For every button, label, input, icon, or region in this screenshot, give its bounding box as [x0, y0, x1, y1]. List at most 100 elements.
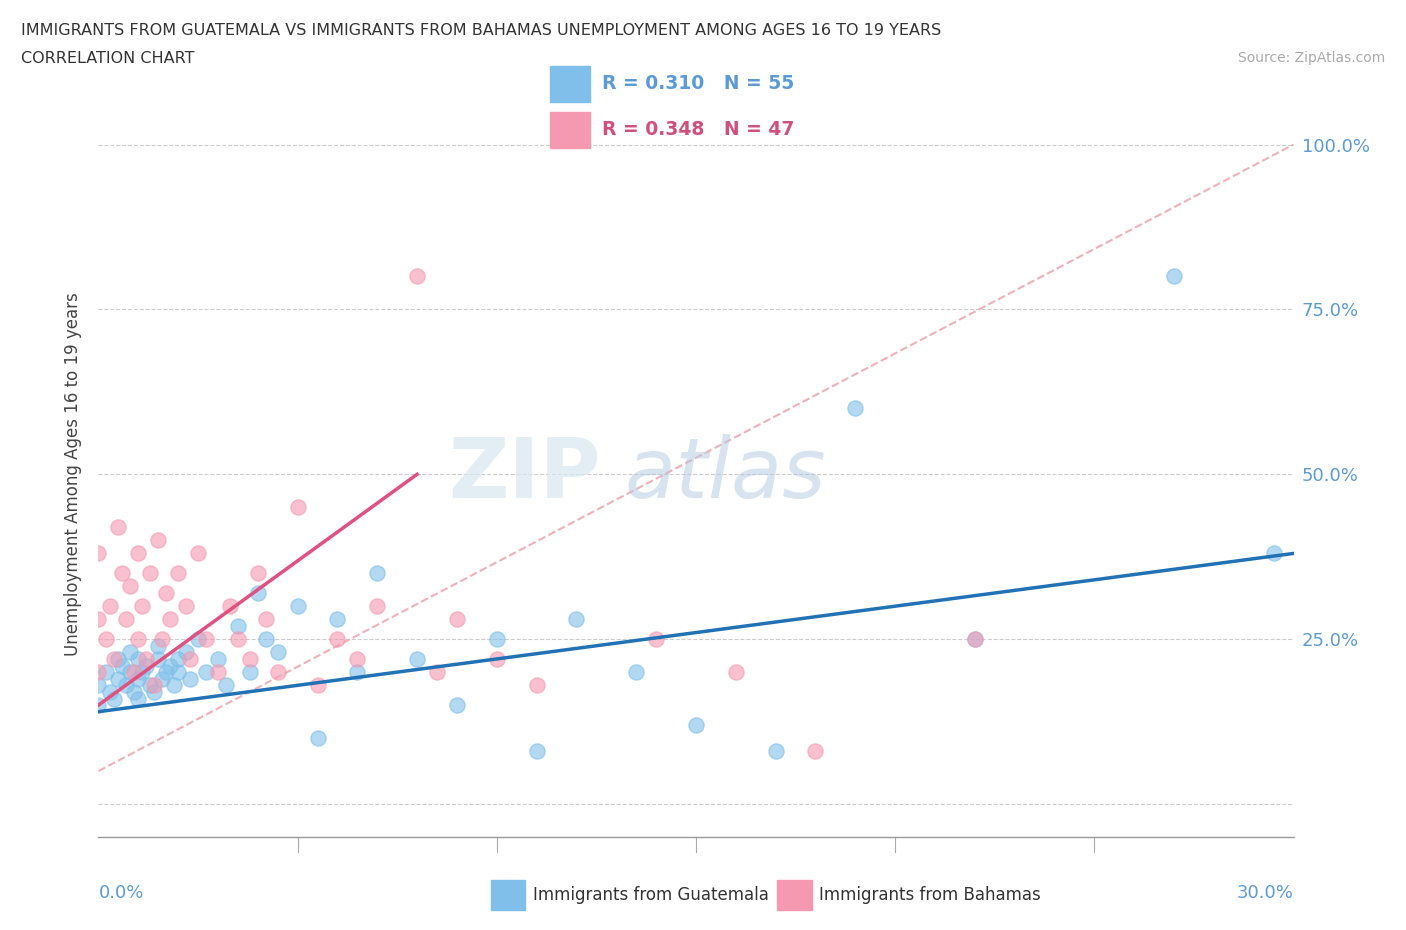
Point	[87, 546, 110, 561]
Point	[346, 665, 368, 680]
Point	[526, 744, 548, 759]
Point	[187, 546, 209, 561]
Point	[307, 678, 329, 693]
Point	[485, 652, 508, 667]
Point	[446, 612, 468, 627]
Point	[159, 612, 181, 627]
Point	[174, 644, 197, 659]
Point	[326, 612, 349, 627]
Point	[98, 684, 122, 699]
Point	[254, 631, 277, 646]
Point	[107, 652, 129, 667]
Point	[246, 586, 269, 601]
Point	[111, 658, 134, 673]
Point	[127, 546, 149, 561]
Point	[267, 665, 290, 680]
Point	[267, 644, 290, 659]
Point	[406, 652, 429, 667]
Bar	[491, 880, 526, 910]
Point	[87, 665, 110, 680]
Point	[143, 684, 166, 699]
Point	[624, 665, 647, 680]
Point	[115, 612, 138, 627]
Text: 30.0%: 30.0%	[1237, 884, 1294, 902]
Point	[150, 631, 173, 646]
Point	[215, 678, 238, 693]
Point	[804, 744, 827, 759]
Point	[239, 665, 262, 680]
Point	[287, 499, 309, 514]
Point	[174, 599, 197, 614]
Y-axis label: Unemployment Among Ages 16 to 19 years: Unemployment Among Ages 16 to 19 years	[63, 292, 82, 657]
Point	[155, 665, 177, 680]
Text: R = 0.310   N = 55: R = 0.310 N = 55	[602, 74, 794, 93]
Point	[131, 599, 153, 614]
Point	[226, 631, 249, 646]
Point	[963, 631, 986, 646]
Bar	[778, 880, 811, 910]
Point	[143, 678, 166, 693]
Text: atlas: atlas	[624, 433, 825, 515]
Text: 0.0%: 0.0%	[98, 884, 143, 902]
Point	[426, 665, 449, 680]
Point	[194, 631, 218, 646]
Point	[287, 599, 309, 614]
Point	[239, 652, 262, 667]
Point	[127, 671, 149, 686]
Point	[103, 691, 125, 706]
Point	[120, 644, 142, 659]
Point	[307, 731, 329, 746]
Point	[115, 678, 138, 693]
Point	[254, 612, 277, 627]
Point	[120, 665, 142, 680]
Point	[765, 744, 787, 759]
Point	[1163, 269, 1185, 284]
Point	[98, 599, 122, 614]
Point	[167, 652, 190, 667]
Bar	[550, 66, 591, 102]
Point	[645, 631, 668, 646]
Point	[103, 652, 125, 667]
Point	[159, 658, 181, 673]
Point	[139, 678, 162, 693]
Point	[207, 665, 229, 680]
Point	[127, 691, 149, 706]
Text: Immigrants from Bahamas: Immigrants from Bahamas	[820, 886, 1040, 904]
Point	[127, 631, 149, 646]
Point	[124, 665, 146, 680]
Text: R = 0.348   N = 47: R = 0.348 N = 47	[602, 121, 794, 140]
Point	[963, 631, 986, 646]
Text: Source: ZipAtlas.com: Source: ZipAtlas.com	[1237, 51, 1385, 65]
Point	[87, 612, 110, 627]
Point	[194, 665, 218, 680]
Point	[724, 665, 747, 680]
Text: CORRELATION CHART: CORRELATION CHART	[21, 51, 194, 66]
Point	[346, 652, 368, 667]
Point	[446, 698, 468, 712]
Point	[163, 678, 186, 693]
Point	[485, 631, 508, 646]
Point	[107, 520, 129, 535]
Point	[844, 401, 866, 416]
Text: IMMIGRANTS FROM GUATEMALA VS IMMIGRANTS FROM BAHAMAS UNEMPLOYMENT AMONG AGES 16 : IMMIGRANTS FROM GUATEMALA VS IMMIGRANTS …	[21, 23, 942, 38]
Point	[366, 565, 388, 580]
Point	[406, 269, 429, 284]
Point	[326, 631, 349, 646]
Point	[155, 586, 177, 601]
Point	[139, 565, 162, 580]
Point	[96, 631, 118, 646]
Point	[187, 631, 209, 646]
Point	[148, 638, 170, 653]
Point	[226, 618, 249, 633]
Point	[107, 671, 129, 686]
Text: ZIP: ZIP	[449, 433, 600, 515]
Bar	[550, 113, 591, 148]
Point	[87, 678, 110, 693]
Point	[131, 665, 153, 680]
Point	[246, 565, 269, 580]
Point	[96, 665, 118, 680]
Point	[124, 684, 146, 699]
Point	[179, 652, 201, 667]
Point	[150, 671, 173, 686]
Point	[179, 671, 201, 686]
